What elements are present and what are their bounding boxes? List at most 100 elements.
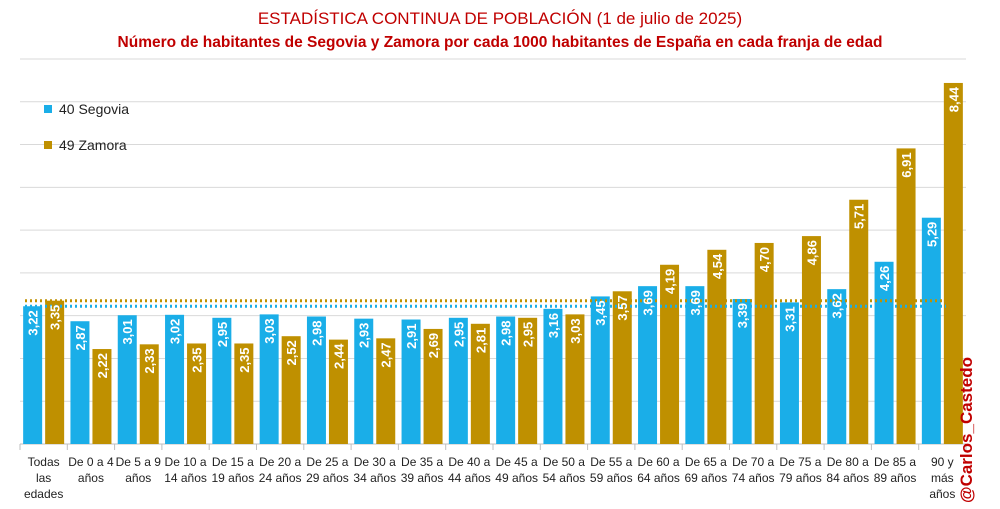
chart-title: ESTADÍSTICA CONTINUA DE POBLACIÓN (1 de … bbox=[257, 9, 743, 28]
bar-segovia bbox=[543, 308, 563, 444]
data-label-segovia: 2,98 bbox=[499, 321, 514, 346]
bar-zamora bbox=[187, 343, 207, 444]
data-label-zamora: 2,44 bbox=[331, 343, 346, 369]
data-label-zamora: 4,86 bbox=[804, 240, 819, 265]
bar-segovia bbox=[306, 316, 326, 444]
bar-zamora bbox=[92, 349, 112, 444]
bar-segovia bbox=[638, 286, 658, 444]
data-label-segovia: 3,39 bbox=[735, 303, 750, 328]
bar-zamora bbox=[328, 339, 348, 444]
bar-zamora bbox=[234, 343, 254, 444]
data-labels: 3,22 2,87 3,01 3,02 2,95 3,03 2,98 2,93 2,91 2,95… bbox=[26, 86, 962, 378]
data-label-zamora: 2,35 bbox=[237, 347, 252, 372]
data-label-zamora: 4,70 bbox=[757, 247, 772, 272]
x-tick-label: De 30 a 34 años bbox=[353, 455, 396, 485]
legend: 40 Segovia 49 Zamora bbox=[44, 100, 129, 172]
x-tick-label: De 20 a 24 años bbox=[259, 455, 302, 485]
data-label-zamora: 2,81 bbox=[473, 328, 488, 353]
x-tick-label: De 65 a 69 años bbox=[684, 455, 727, 485]
data-label-zamora: 6,91 bbox=[899, 152, 914, 177]
legend-item-segovia: 40 Segovia bbox=[44, 100, 129, 118]
bar-zamora bbox=[754, 242, 774, 444]
data-label-zamora: 3,57 bbox=[615, 295, 630, 320]
data-label-segovia: 2,91 bbox=[404, 324, 419, 349]
reference-lines bbox=[25, 299, 946, 308]
data-label-segovia: 3,62 bbox=[830, 293, 845, 318]
x-tick-label: De 85 a 89 años bbox=[874, 455, 917, 485]
x-tick-label: De 60 a 64 años bbox=[637, 455, 680, 485]
x-tick-label: De 50 a 54 años bbox=[543, 455, 586, 485]
x-tick-label: De 45 a 49 años bbox=[495, 455, 538, 485]
x-tick-label: De 55 a 59 años bbox=[590, 455, 633, 485]
x-tick-label: De 35 a 39 años bbox=[401, 455, 444, 485]
legend-item-zamora: 49 Zamora bbox=[44, 136, 129, 154]
bar-zamora bbox=[943, 82, 963, 444]
data-label-segovia: 3,69 bbox=[641, 290, 656, 315]
x-tick-label: De 25 a 29 años bbox=[306, 455, 349, 485]
bar-zamora bbox=[896, 148, 916, 444]
x-tick-label: De 70 a 74 años bbox=[732, 455, 775, 485]
data-label-segovia: 2,87 bbox=[73, 325, 88, 350]
bar-segovia bbox=[779, 302, 799, 444]
data-label-zamora: 2,69 bbox=[426, 333, 441, 358]
x-tick-label: De 10 a 14 años bbox=[164, 455, 207, 485]
x-tick-label: De 80 a 84 años bbox=[826, 455, 869, 485]
bar-segovia bbox=[212, 317, 232, 444]
x-tick-label: De 75 a 79 años bbox=[779, 455, 822, 485]
bar-zamora bbox=[470, 323, 490, 444]
data-label-zamora: 2,95 bbox=[521, 322, 536, 347]
bar-segovia bbox=[165, 314, 185, 444]
data-label-zamora: 2,52 bbox=[284, 340, 299, 365]
legend-swatch-segovia bbox=[44, 105, 52, 113]
data-label-segovia: 3,45 bbox=[593, 300, 608, 325]
data-label-segovia: 2,95 bbox=[215, 322, 230, 347]
bar-zamora bbox=[612, 291, 632, 444]
data-label-segovia: 2,93 bbox=[357, 323, 372, 348]
bar-zamora bbox=[423, 328, 443, 444]
x-tick-label: De 40 a 44 años bbox=[448, 455, 491, 485]
x-tick-label: De 15 a 19 años bbox=[211, 455, 254, 485]
bar-zamora bbox=[139, 344, 159, 444]
author-watermark: @Carlos_Castedo bbox=[957, 356, 976, 503]
gridlines bbox=[19, 58, 967, 450]
data-label-zamora: 5,71 bbox=[852, 204, 867, 229]
data-label-segovia: 3,02 bbox=[168, 319, 183, 344]
data-label-zamora: 8,44 bbox=[946, 86, 961, 112]
bar-segovia bbox=[259, 314, 279, 444]
chart-subtitle: Número de habitantes de Segovia y Zamora… bbox=[117, 34, 883, 51]
bar-segovia bbox=[23, 306, 43, 444]
bars bbox=[23, 82, 963, 444]
legend-label-segovia: 40 Segovia bbox=[59, 101, 130, 117]
data-label-zamora: 3,35 bbox=[48, 305, 63, 330]
bar-zamora bbox=[565, 314, 585, 444]
data-label-segovia: 2,95 bbox=[451, 322, 466, 347]
legend-swatch-zamora bbox=[44, 141, 52, 149]
data-label-zamora: 2,47 bbox=[379, 342, 394, 367]
bar-zamora bbox=[518, 317, 538, 444]
x-tick-label: 90 y más años bbox=[929, 455, 955, 501]
bar-segovia bbox=[401, 319, 421, 444]
data-label-segovia: 3,69 bbox=[688, 290, 703, 315]
bar-segovia bbox=[448, 317, 468, 444]
x-tick-label: De 0 a 4 años bbox=[68, 455, 114, 485]
bar-zamora bbox=[801, 236, 821, 444]
data-label-zamora: 2,22 bbox=[95, 353, 110, 378]
bar-segovia bbox=[590, 296, 610, 444]
data-label-zamora: 2,33 bbox=[142, 348, 157, 373]
data-label-segovia: 3,03 bbox=[262, 318, 277, 343]
bar-segovia bbox=[874, 261, 894, 444]
bar-zamora bbox=[281, 336, 301, 444]
bar-zamora bbox=[45, 300, 65, 444]
bar-segovia bbox=[685, 286, 705, 444]
legend-label-zamora: 49 Zamora bbox=[59, 137, 127, 153]
data-label-segovia: 5,29 bbox=[924, 222, 939, 247]
bar-zamora bbox=[376, 338, 396, 444]
bar-segovia bbox=[732, 298, 752, 444]
bar-segovia bbox=[354, 318, 374, 444]
bar-zamora bbox=[707, 249, 727, 444]
bar-segovia bbox=[70, 321, 90, 444]
data-label-segovia: 3,31 bbox=[782, 306, 797, 331]
x-tick-label: De 5 a 9 años bbox=[116, 455, 162, 485]
bar-zamora bbox=[849, 199, 869, 444]
